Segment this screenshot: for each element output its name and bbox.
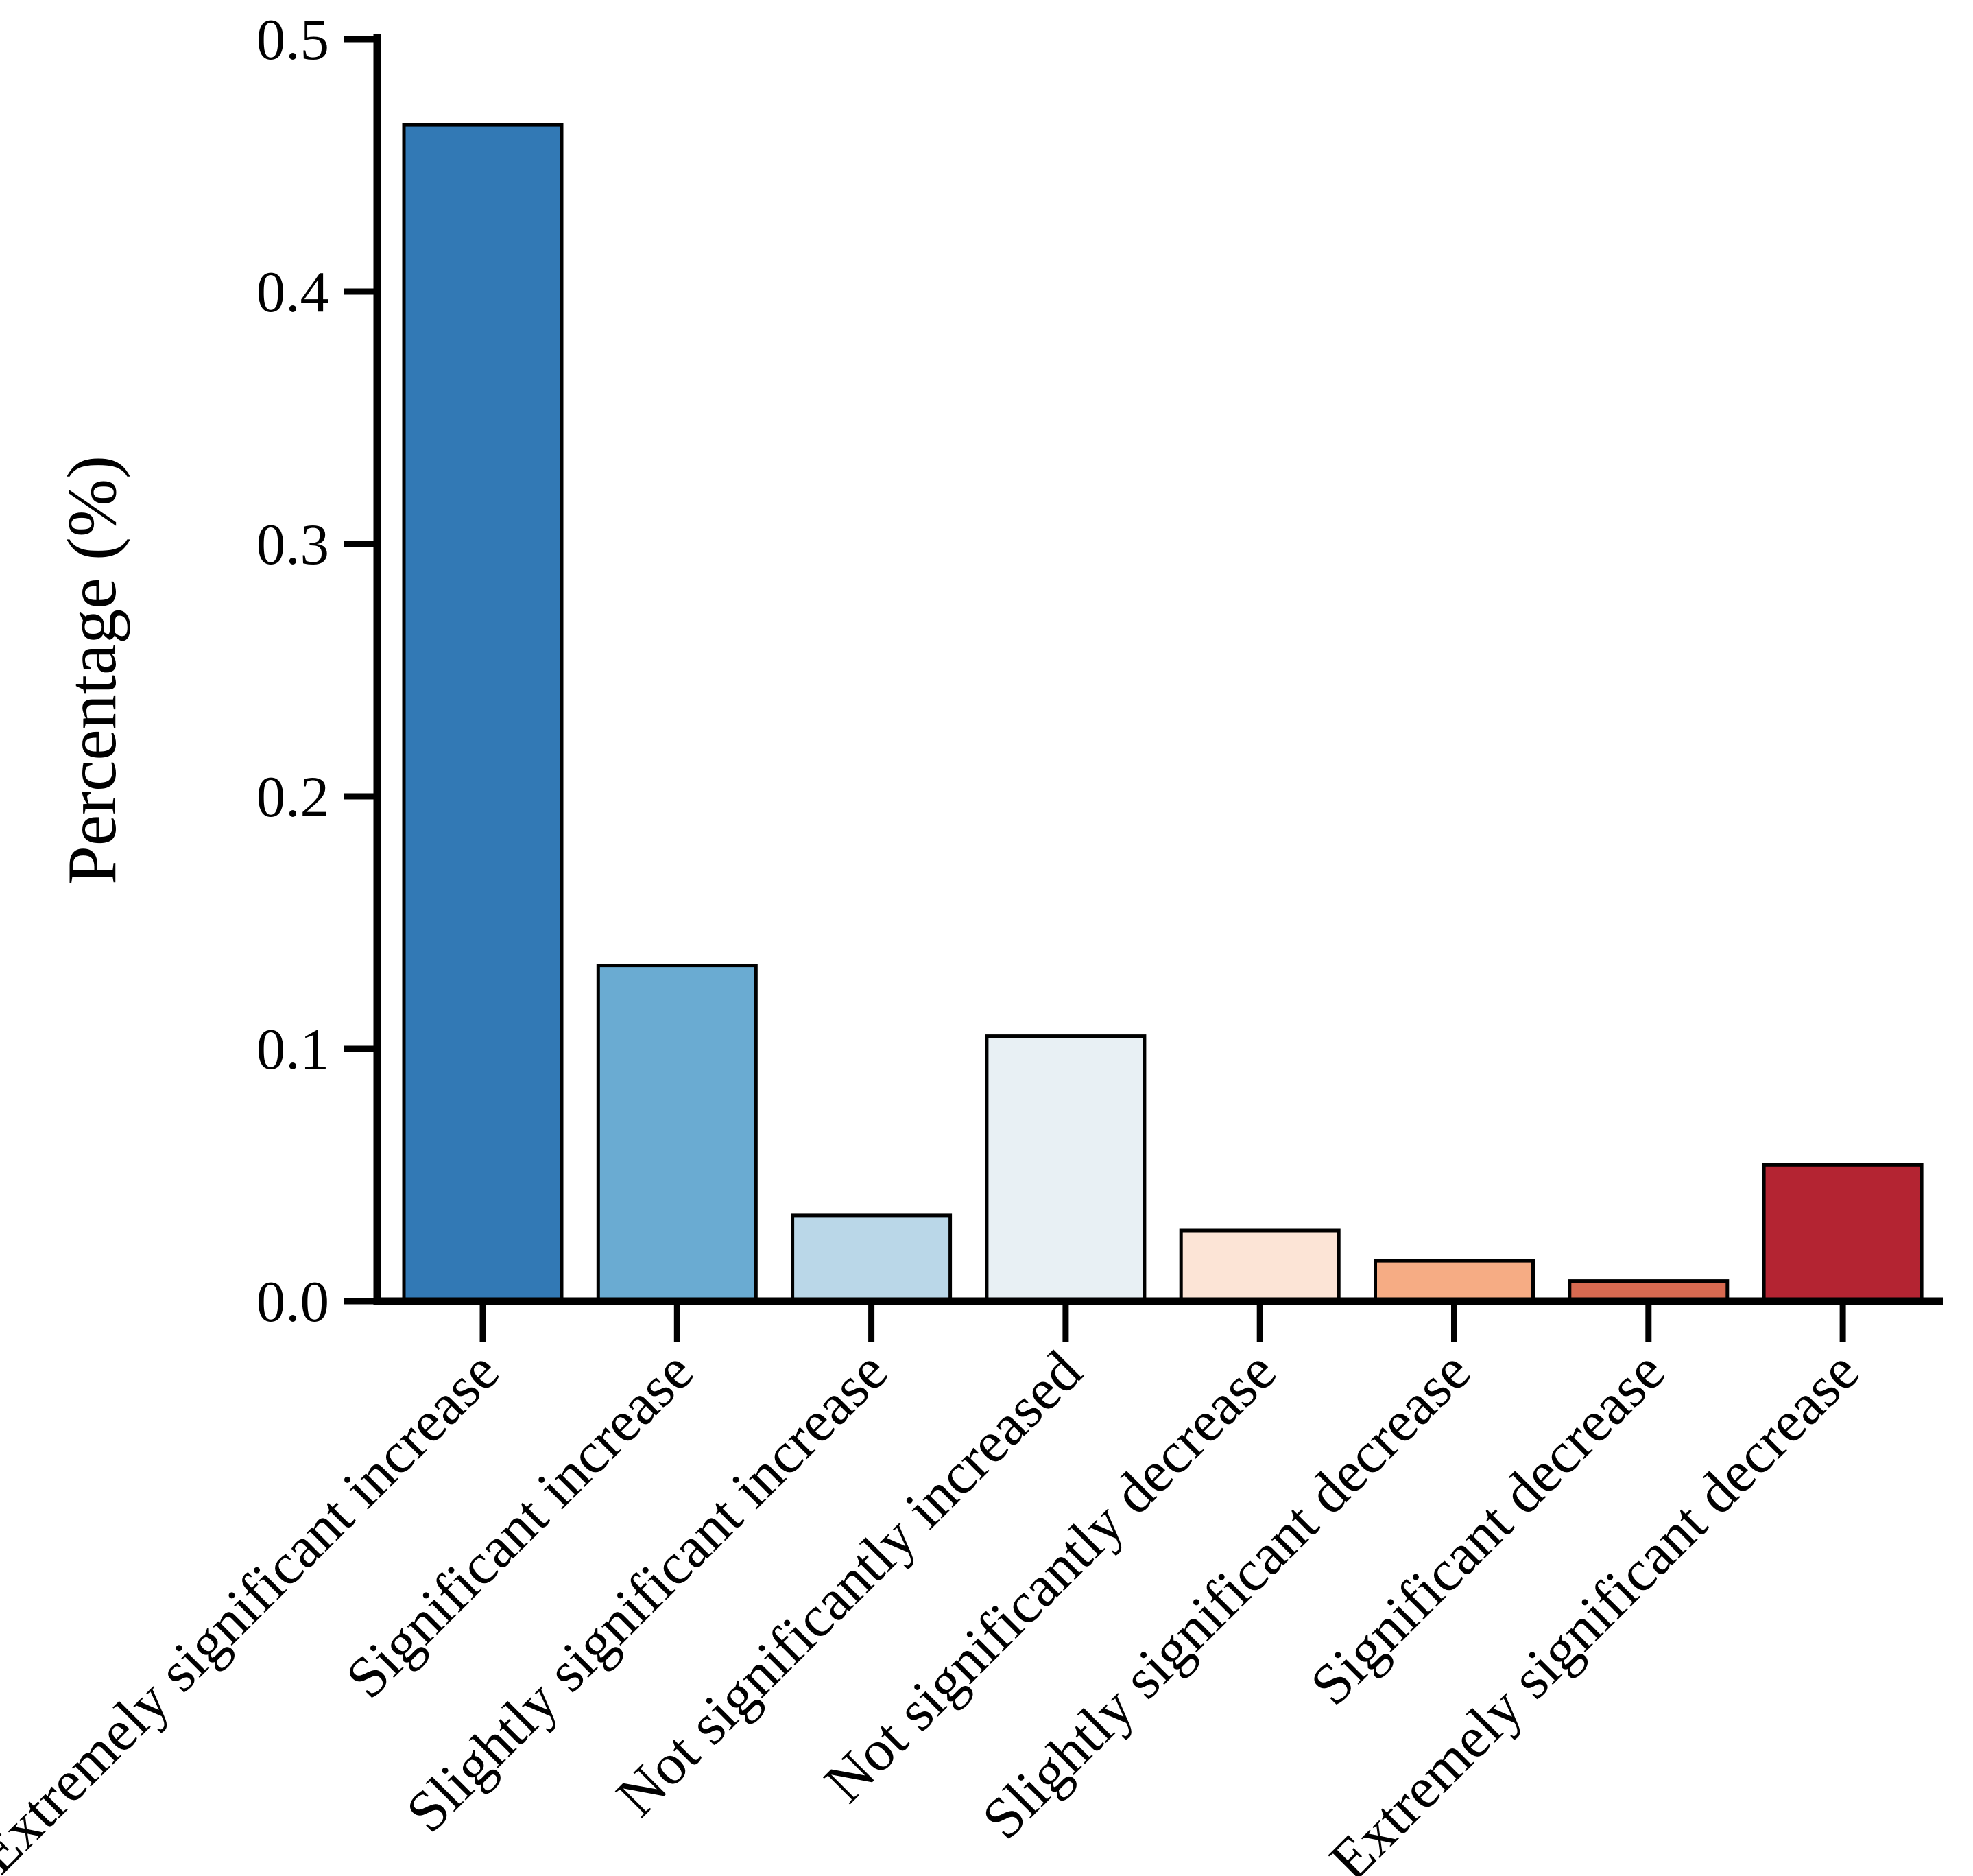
y-tick-label: 0.5 [256,8,329,72]
y-tick-label: 0.1 [256,1017,329,1082]
bar [985,1034,1147,1303]
bar [402,123,564,1303]
bar [791,1213,953,1303]
bar [596,964,758,1303]
bar [1179,1228,1341,1303]
y-axis-title: Percentage (%) [53,455,131,885]
bar [1762,1163,1924,1303]
x-tick-label: Significant decrease [1298,1339,1677,1718]
bar [1374,1259,1535,1303]
y-tick-label: 0.2 [256,765,329,829]
y-tick-label: 0.0 [256,1270,329,1334]
y-tick-label: 0.4 [256,260,329,324]
y-tick-label: 0.3 [256,512,329,577]
x-tick-label: Significant increase [334,1339,706,1711]
